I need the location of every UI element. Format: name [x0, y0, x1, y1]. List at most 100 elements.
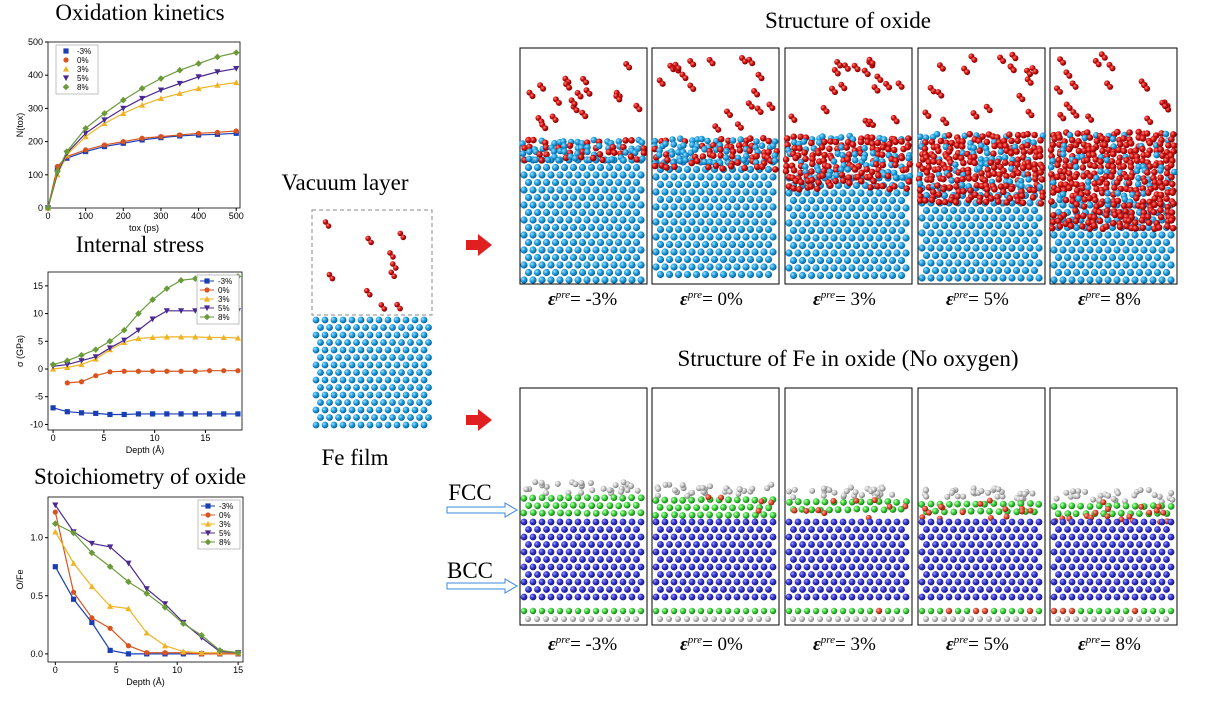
atom — [1013, 148, 1020, 155]
atom — [970, 485, 977, 492]
atom-renderings — [312, 47, 1178, 626]
marker — [78, 379, 85, 385]
atom — [339, 316, 347, 324]
atom — [586, 90, 593, 97]
atom — [312, 316, 320, 324]
atom — [838, 171, 846, 179]
atom — [972, 563, 980, 571]
atom — [970, 144, 978, 152]
atom — [1026, 214, 1034, 222]
atom — [1133, 167, 1141, 175]
atom — [533, 253, 542, 262]
atom — [1158, 246, 1166, 254]
atom — [411, 331, 419, 339]
atom — [1057, 181, 1065, 188]
atom — [525, 136, 532, 144]
atom — [560, 163, 569, 172]
atom — [1057, 88, 1063, 95]
atom — [1077, 607, 1085, 615]
atom — [848, 533, 856, 541]
atom — [615, 556, 622, 563]
atom — [524, 193, 533, 202]
atom — [880, 136, 888, 143]
atom — [538, 231, 546, 239]
atom — [624, 526, 631, 533]
atom — [1099, 253, 1108, 262]
atom — [697, 607, 705, 615]
atom — [1082, 488, 1089, 495]
atom — [601, 171, 609, 179]
marker — [203, 295, 211, 302]
atom — [866, 189, 874, 197]
atom — [1149, 548, 1157, 556]
atom — [839, 518, 847, 526]
atom — [892, 174, 900, 181]
atom — [790, 167, 798, 174]
atom — [1131, 518, 1139, 526]
atom — [547, 578, 555, 586]
atom — [632, 501, 640, 509]
atom — [1099, 238, 1108, 247]
atom — [897, 196, 906, 205]
atom — [1143, 130, 1151, 137]
atom — [733, 563, 741, 571]
atom — [1063, 489, 1070, 496]
atom — [837, 166, 845, 173]
atom — [579, 616, 585, 622]
atom — [578, 223, 587, 232]
atom — [420, 361, 428, 369]
atom — [637, 261, 645, 269]
atom — [1086, 195, 1093, 202]
atom — [675, 526, 682, 533]
atom — [588, 541, 595, 548]
atom — [862, 541, 869, 548]
atom — [552, 502, 560, 509]
atom — [844, 139, 852, 146]
atom — [597, 541, 604, 548]
atom — [1035, 518, 1043, 526]
atom — [875, 189, 883, 197]
atom — [1017, 274, 1025, 282]
atom — [538, 201, 546, 209]
atom — [893, 219, 901, 227]
atom — [964, 170, 972, 177]
atom — [670, 593, 678, 601]
atom — [799, 556, 806, 563]
atom — [692, 165, 701, 174]
atom — [538, 216, 546, 224]
atom — [601, 548, 609, 556]
atom — [1162, 130, 1170, 138]
atom — [679, 518, 687, 526]
atom — [843, 144, 850, 151]
atom — [610, 171, 618, 179]
atom — [1167, 231, 1175, 239]
atom — [821, 151, 828, 159]
atom — [1102, 173, 1110, 180]
atom — [1068, 246, 1076, 254]
atom — [605, 193, 614, 202]
atom — [965, 196, 972, 204]
atom — [862, 571, 869, 578]
atom — [675, 541, 682, 548]
atom — [357, 391, 365, 399]
atom — [852, 489, 859, 496]
atom — [918, 501, 926, 508]
atom — [1114, 197, 1122, 205]
atom — [1138, 503, 1145, 510]
series-line — [54, 566, 239, 655]
atom — [825, 256, 834, 265]
atom — [425, 399, 432, 406]
atom — [816, 241, 825, 250]
marker — [143, 586, 150, 592]
atom — [1018, 495, 1025, 502]
atom — [688, 578, 696, 586]
atom — [335, 369, 342, 376]
atom — [375, 361, 383, 369]
atom — [945, 607, 953, 615]
atom — [1086, 563, 1094, 571]
atom — [397, 230, 404, 237]
atom — [368, 239, 374, 246]
y-tick-label: 300 — [28, 103, 43, 113]
